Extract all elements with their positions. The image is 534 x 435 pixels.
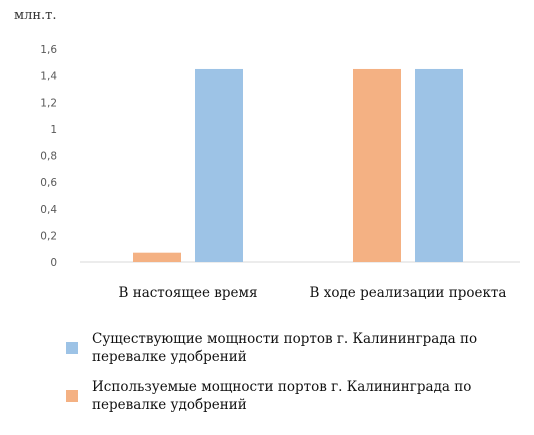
legend-swatch-existing: [66, 342, 78, 354]
legend-swatch-used: [66, 390, 78, 402]
x-category-label: В настоящее время: [118, 285, 257, 301]
y-axis-unit-label: млн.т.: [14, 8, 57, 23]
bar-used-0: [133, 252, 181, 262]
y-tick-label: 0: [50, 257, 57, 269]
y-tick-label: 1: [50, 124, 57, 136]
y-tick-label: 0,2: [40, 230, 57, 242]
bar-used-1: [353, 68, 401, 262]
legend-label-existing: Существующие мощности портов г. Калининг…: [92, 331, 478, 365]
y-tick-label: 1,2: [40, 97, 57, 109]
y-tick-label: 1,6: [40, 44, 57, 56]
bar-existing-1: [415, 68, 463, 262]
y-tick-label: 0,4: [40, 204, 57, 216]
y-tick-label: 0,8: [40, 151, 57, 163]
y-tick-label: 1,4: [40, 71, 57, 83]
y-tick-label: 0,6: [40, 177, 57, 189]
legend-label-used: Используемые мощности портов г. Калининг…: [92, 379, 472, 413]
x-category-label: В ходе реализации проекта: [310, 285, 507, 301]
bar-existing-0: [195, 68, 243, 262]
